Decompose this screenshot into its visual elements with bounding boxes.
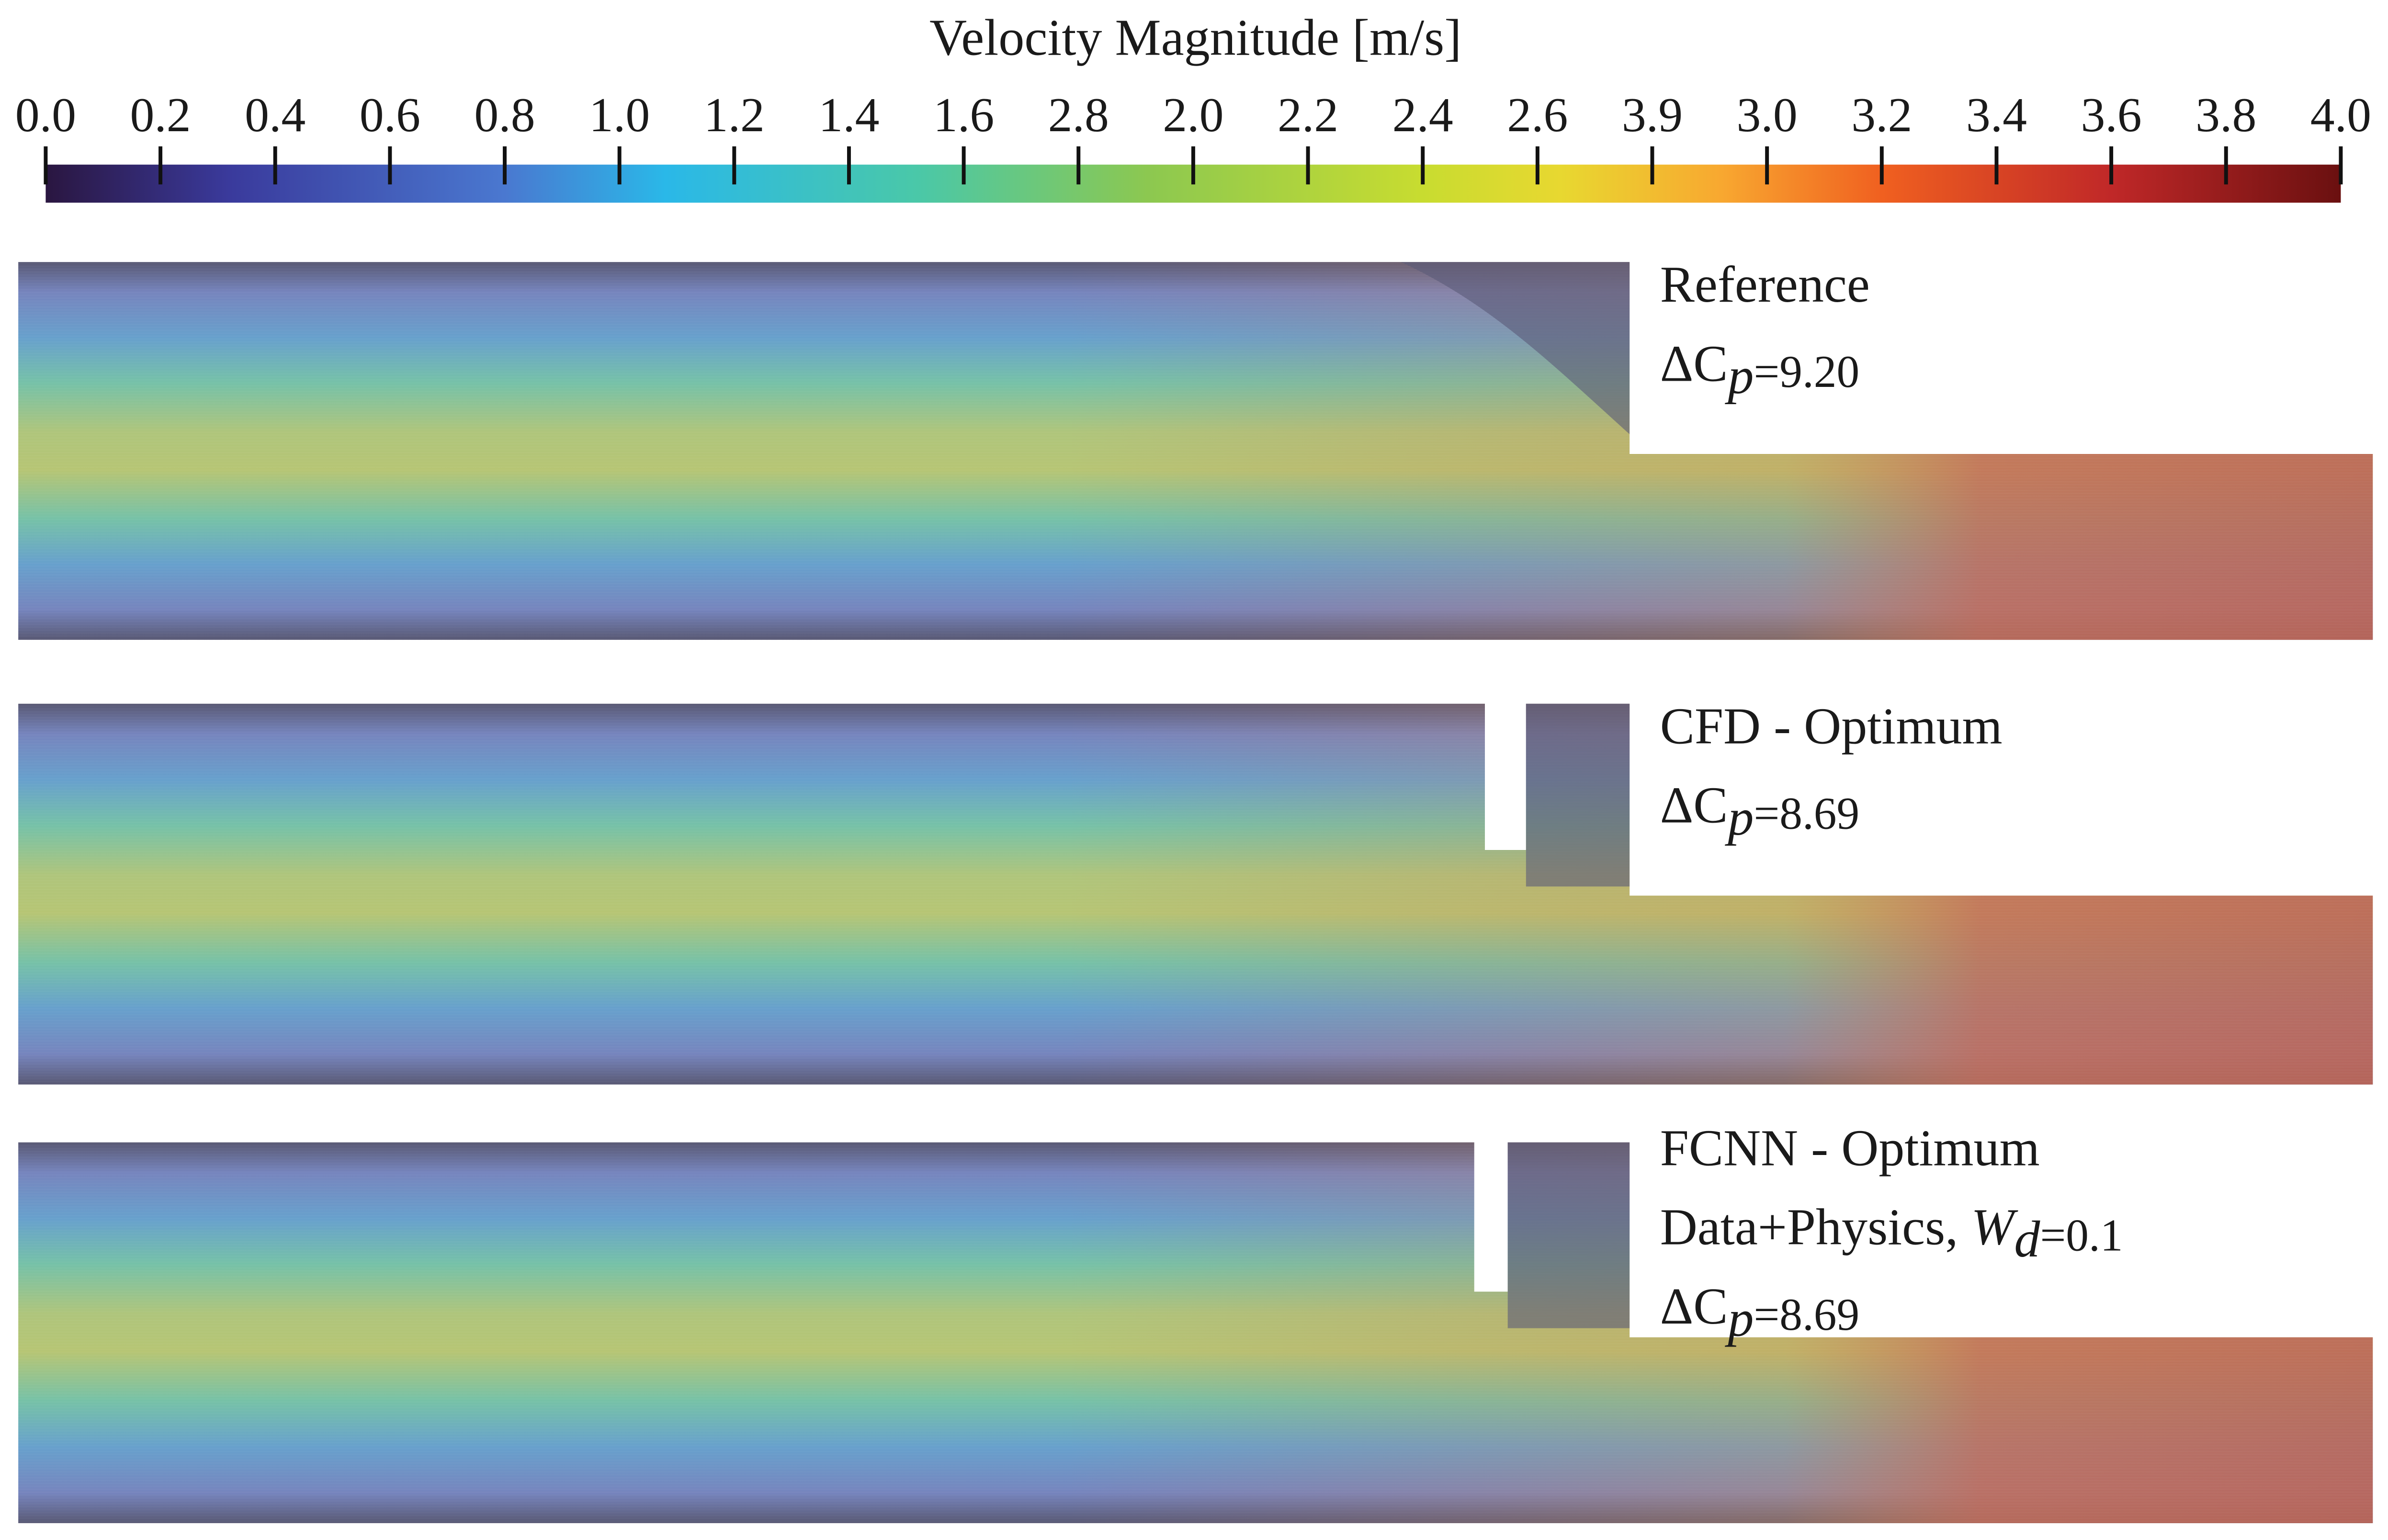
formula-subscript: p [1724, 789, 1754, 846]
colorbar-label: 2.8 [1048, 88, 1109, 142]
formula-symbol: ΔC [1660, 777, 1728, 834]
panel-fcnn [18, 1142, 2373, 1523]
formula-subscript: d [2014, 1211, 2040, 1268]
colorbar-label: 2.6 [1507, 88, 1568, 142]
colorbar-label: 3.4 [1966, 88, 2027, 142]
colorbar-label: 4.0 [2310, 88, 2371, 142]
colorbar-label: 2.2 [1278, 88, 1338, 142]
colorbar-label: 3.9 [1622, 88, 1683, 142]
formula-value: =0.1 [2040, 1210, 2123, 1260]
panel-reference [18, 262, 2373, 640]
panel-label: Reference [1660, 256, 1870, 313]
formula-value: =8.69 [1754, 1289, 1859, 1340]
colorbar-label: 0.0 [15, 88, 76, 142]
colorbar-label: 1.2 [704, 88, 765, 142]
colorbar-label: 3.8 [2196, 88, 2256, 142]
colorbar-label: 0.4 [245, 88, 306, 142]
colorbar-label: 1.0 [589, 88, 650, 142]
colorbar-label: 3.0 [1737, 88, 1798, 142]
formula-subscript: p [1724, 348, 1754, 405]
colorbar-label: 3.6 [2081, 88, 2141, 142]
formula-symbol: ΔC [1660, 1278, 1728, 1335]
formula-symbol: W [1971, 1199, 2018, 1256]
colorbar-label: 2.4 [1392, 88, 1453, 142]
formula-value: =9.20 [1754, 346, 1859, 397]
formula-prefix: Data+Physics, [1660, 1199, 1971, 1256]
colorbar-label: 3.2 [1851, 88, 1912, 142]
formula-subscript: p [1724, 1291, 1754, 1348]
formula-value: =8.69 [1754, 788, 1859, 838]
colorbar-label: 1.4 [818, 88, 879, 142]
colorbar: 0.0 0.2 0.4 0.6 0.8 1.0 1.2 1.4 1.6 2.8 2.0 2.2 2.4 2… [15, 88, 2371, 203]
panel-cfd [18, 703, 2373, 1085]
colorbar-label: 0.6 [360, 88, 420, 142]
colorbar-label: 0.2 [130, 88, 191, 142]
panel-formula: ΔCp=8.69 [1660, 1278, 1860, 1347]
panel-label: FCNN - Optimum [1660, 1120, 2040, 1177]
panel-formula: ΔCp=8.69 [1660, 777, 1860, 846]
panel-label: CFD - Optimum [1660, 698, 2003, 755]
colorbar-label: 1.6 [933, 88, 994, 142]
panel-formula: Data+Physics, Wd=0.1 [1660, 1199, 2123, 1268]
colorbar-label: 2.0 [1163, 88, 1223, 142]
colorbar-label: 0.8 [474, 88, 535, 142]
colorbar-title: Velocity Magnitude [m/s] [929, 10, 1461, 67]
formula-symbol: ΔC [1660, 335, 1728, 392]
panel-formula: ΔCp=9.20 [1660, 335, 1860, 404]
